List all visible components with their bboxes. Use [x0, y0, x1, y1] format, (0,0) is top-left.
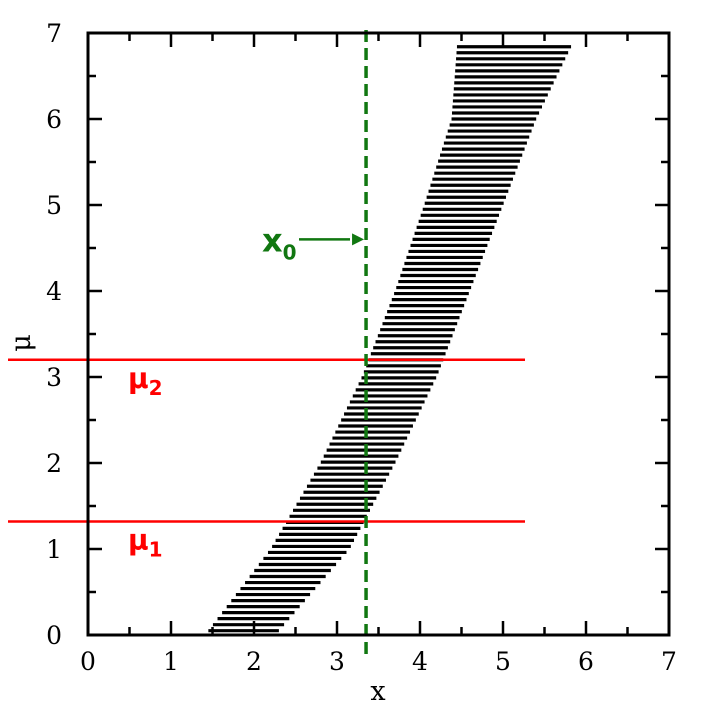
x-tick-label: 1 [163, 647, 179, 676]
x-tick-label: 4 [412, 647, 428, 676]
annotations: x0 μ2 μ1 [128, 221, 365, 561]
y-tick-label: 2 [46, 449, 62, 478]
x-tick-label: 0 [80, 647, 96, 676]
y-tick-label: 1 [46, 535, 62, 564]
y-tick-label: 7 [46, 19, 62, 48]
tick-labels: 0 1 2 3 4 5 6 7 0 1 2 3 4 5 6 7 [46, 19, 677, 676]
confidence-band [208, 45, 572, 633]
y-tick-label: 6 [46, 105, 62, 134]
plot-frame [86, 31, 671, 637]
y-tick-label: 0 [46, 621, 62, 650]
y-tick-label: 3 [46, 363, 62, 392]
x-tick-label: 6 [578, 647, 594, 676]
x0-label: x0 [262, 221, 297, 264]
annotation-lines [8, 30, 525, 655]
axis-ticks [86, 31, 671, 637]
y-axis-title: μ [6, 334, 37, 352]
x-tick-label: 7 [661, 647, 677, 676]
x-tick-label: 3 [329, 647, 345, 676]
x-tick-label: 2 [246, 647, 262, 676]
y-tick-label: 5 [46, 191, 62, 220]
mu1-label: μ1 [128, 523, 163, 561]
y-tick-label: 4 [46, 277, 62, 306]
x-axis-title: x [370, 676, 385, 707]
x0-arrow-head [352, 233, 365, 246]
x-tick-label: 5 [495, 647, 511, 676]
mu2-label: μ2 [128, 362, 163, 400]
